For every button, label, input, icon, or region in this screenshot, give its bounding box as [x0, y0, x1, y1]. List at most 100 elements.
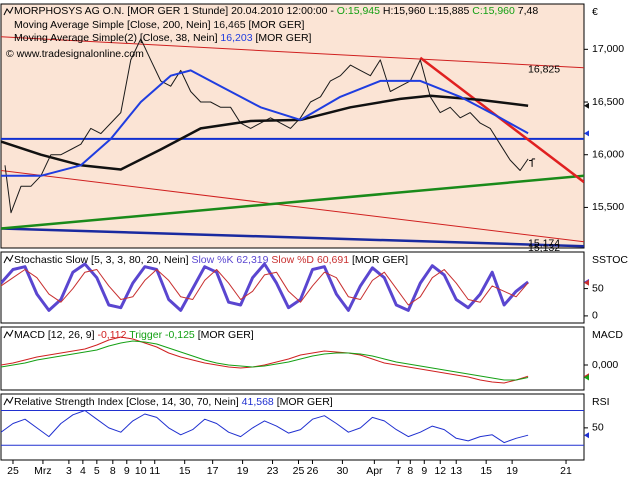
x-tick-label: 25	[293, 465, 305, 477]
legend-suffix: [MOR GER]	[277, 396, 333, 408]
panel-header: Relative Strength Index [Close, 14, 30, …	[14, 396, 333, 408]
x-tick-label: 21	[560, 465, 572, 477]
x-tick-label: 12	[434, 465, 446, 477]
y-tick-label: 50	[592, 282, 604, 294]
current-value: 60,691	[317, 254, 349, 266]
line-series	[1, 410, 529, 444]
legend-entry: Moving Average Simple [Close, 200, Nein]	[14, 19, 211, 31]
x-tick-label: 5	[94, 465, 100, 477]
header-extra: 7,48	[518, 5, 539, 17]
panel-background	[0, 326, 585, 391]
current-value-marker	[584, 102, 589, 109]
panel-background	[0, 393, 585, 461]
ohlc-label: L:15,885	[428, 5, 469, 17]
panel-plot	[1, 410, 584, 446]
header-icon	[3, 329, 14, 339]
x-tick-label: Apr	[366, 465, 383, 477]
legend-suffix: [MOR GER]	[255, 32, 311, 44]
line-series	[1, 36, 584, 69]
line-series	[1, 69, 529, 177]
indicator-title: Stochastic Slow [5, 3, 3, 80, 20, Nein]	[14, 254, 189, 266]
line-series	[1, 340, 529, 381]
current-value: 41,568	[242, 396, 274, 408]
legend-suffix: [MOR GER]	[352, 254, 408, 266]
y-tick-label: 15,500	[592, 201, 624, 213]
current-value: 16,203	[220, 32, 252, 44]
instrument-name: MORPHOSYS AG O.N. [MOR GER 1 Stunde]	[14, 5, 228, 17]
ohlc-label: C:15,960	[472, 5, 515, 17]
y-tick-label: 50	[592, 422, 604, 434]
legend-suffix: [MOR GER]	[248, 19, 304, 31]
line-series	[1, 336, 529, 384]
indicator-title: Relative Strength Index [Close, 14, 30, …	[14, 396, 239, 408]
panel-plot	[1, 262, 530, 312]
x-tick-label: 23	[267, 465, 279, 477]
panel-header: Stochastic Slow [5, 3, 3, 80, 20, Nein] …	[14, 254, 408, 266]
header-icon	[3, 254, 14, 264]
header-icon	[3, 396, 14, 406]
x-tick-label: 19	[506, 465, 518, 477]
ohlc-label: O:15,945	[337, 5, 380, 17]
panel-plot	[1, 36, 584, 248]
panel-label: RSI	[592, 396, 610, 408]
trendline-label: 15,174	[528, 238, 560, 250]
legend-entry: Slow %K	[191, 254, 233, 266]
y-tick-label: 0,000	[592, 359, 618, 371]
panel-label: €	[592, 6, 598, 18]
x-tick-label: 8	[110, 465, 116, 477]
line-series	[1, 170, 584, 243]
ohlc-label: H:15,960	[383, 5, 426, 17]
current-value-marker	[584, 432, 589, 439]
current-value-marker	[584, 374, 589, 381]
x-tick-label: 10	[135, 465, 147, 477]
line-series	[1, 174, 584, 230]
legend-entry: Slow %D	[271, 254, 314, 266]
x-tick-label: 25	[7, 465, 19, 477]
panel-header: MORPHOSYS AG O.N. [MOR GER 1 Stunde] 20.…	[14, 5, 538, 17]
x-tick-label: Mrz	[34, 465, 52, 477]
x-tick-label: 15	[480, 465, 492, 477]
current-value: 16,465	[213, 19, 245, 31]
y-tick-label: 16,000	[592, 149, 624, 161]
panel-header: MACD [12, 26, 9] -0,112 Trigger -0,125 […	[14, 329, 254, 341]
panel-background	[0, 251, 585, 324]
current-value-marker	[584, 130, 589, 137]
line-series	[1, 227, 584, 248]
current-value: -0,112	[97, 329, 126, 341]
x-tick-label: 15	[179, 465, 191, 477]
header-icon	[3, 6, 14, 16]
x-tick-label: 13	[450, 465, 462, 477]
x-tick-label: 26	[307, 465, 319, 477]
x-tick-label: 9	[124, 465, 130, 477]
panel-label: MACD	[592, 329, 623, 341]
indicator-title: MACD [12, 26, 9]	[14, 329, 95, 341]
panel-label: SSTOC	[592, 254, 628, 266]
current-value: -0,125	[165, 329, 195, 341]
x-tick-label: 3	[66, 465, 72, 477]
x-tick-label: 17	[207, 465, 219, 477]
panel-plot	[1, 336, 529, 384]
x-tick-label: 30	[337, 465, 349, 477]
legend-entry: Trigger	[129, 329, 162, 341]
x-tick-label: 7	[395, 465, 401, 477]
current-value: 62,319	[236, 254, 268, 266]
x-tick-label: 9	[421, 465, 427, 477]
trendline-label: 15,132	[528, 242, 560, 254]
panel-header: Moving Average Simple(2) [Close, 38, Nei…	[14, 32, 312, 44]
x-tick-label: 4	[80, 465, 86, 477]
x-tick-label: 19	[237, 465, 249, 477]
x-tick-label: 8	[407, 465, 413, 477]
timestamp: 20.04.2010 12:00:00 -	[231, 5, 334, 17]
y-tick-label: 16,500	[592, 96, 624, 108]
line-series	[1, 269, 529, 306]
current-value-marker	[584, 279, 589, 286]
panel-header: Moving Average Simple [Close, 200, Nein]…	[14, 19, 305, 31]
trendline-label: 16,825	[528, 64, 560, 76]
x-tick-label: 11	[149, 465, 160, 477]
legend-suffix: [MOR GER]	[198, 329, 254, 341]
copyright: © www.tradesignalonline.com	[6, 48, 144, 60]
y-tick-label: 17,000	[592, 43, 624, 55]
y-tick-label: 0	[592, 310, 598, 322]
legend-entry: Moving Average Simple(2) [Close, 38, Nei…	[14, 32, 218, 44]
